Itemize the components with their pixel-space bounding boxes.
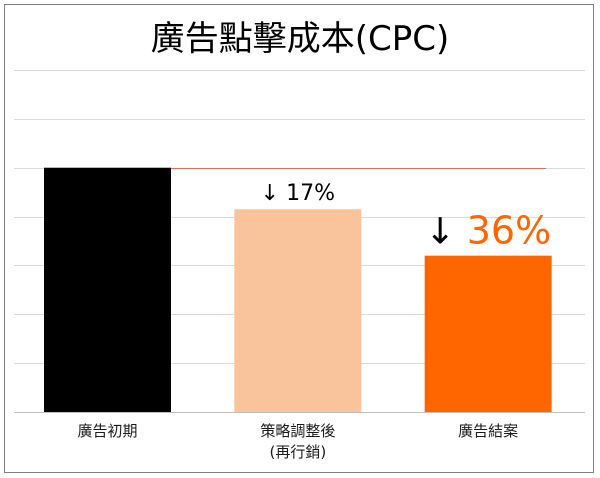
reduction-annotation: ↓ 17% <box>261 181 335 206</box>
bar <box>44 167 171 412</box>
x-tick-label: 廣告初期 <box>77 422 137 440</box>
annotations: ↓ 17% ↓ 36% <box>261 181 552 252</box>
reduction-annotation: ↓ 36% <box>425 209 551 253</box>
x-tick-label: 廣告結案 <box>458 422 518 440</box>
bar <box>424 255 552 412</box>
chart-title: 廣告點擊成本(CPC) <box>151 19 450 59</box>
bars <box>44 167 552 412</box>
x-tick-label: 策略調整後 <box>260 422 335 440</box>
x-tick-label-line2: (再行銷) <box>269 443 326 461</box>
bar <box>234 209 362 412</box>
x-axis-labels: 廣告初期 策略調整後 (再行銷) 廣告結案 <box>77 422 518 461</box>
